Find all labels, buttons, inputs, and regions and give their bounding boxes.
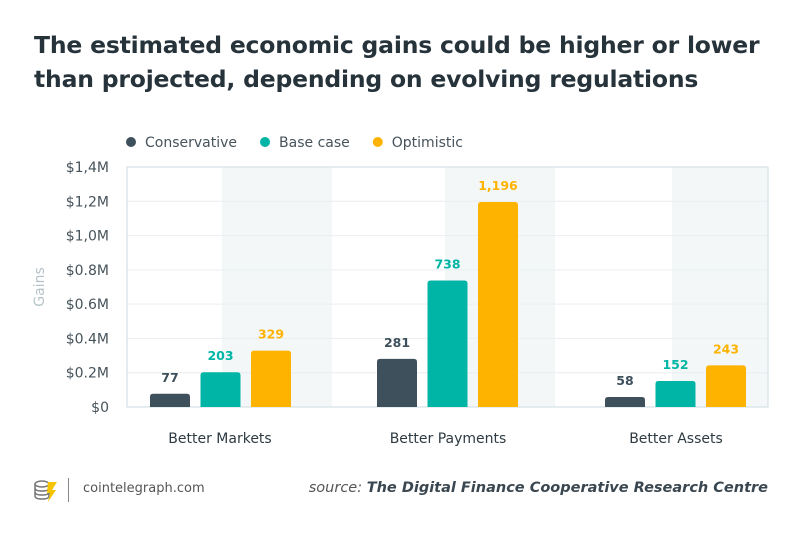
chart-title: The estimated economic gains could be hi… — [34, 31, 760, 93]
site-name: cointelegraph.com — [83, 481, 205, 496]
x-tick-label: Better Assets — [629, 431, 723, 447]
footer-divider — [68, 478, 69, 502]
y-axis-label: Gains — [32, 267, 48, 306]
source-note: source: The Digital Finance Cooperative … — [309, 480, 768, 496]
bar-base-case — [427, 280, 468, 407]
y-tick-label: $0.4M — [66, 331, 109, 347]
x-tick-label: Better Payments — [390, 431, 507, 447]
y-tick-label: $1,4M — [66, 160, 109, 176]
y-tick-label: $1,0M — [66, 229, 109, 245]
data-label: 203 — [207, 348, 233, 363]
y-tick-label: $1,2M — [66, 194, 109, 210]
bar-base-case — [200, 372, 241, 407]
bar-conservative — [150, 393, 190, 407]
data-label: 738 — [434, 256, 460, 271]
source-name: The Digital Finance Cooperative Research… — [366, 480, 768, 496]
legend-marker — [260, 137, 271, 147]
data-label: 77 — [161, 370, 178, 385]
x-tick-label: Better Markets — [168, 431, 271, 447]
bar-conservative — [605, 397, 645, 407]
y-tick-label: $0 — [91, 400, 109, 416]
data-label: 243 — [713, 341, 739, 356]
data-label: 152 — [662, 357, 688, 372]
source-prefix: source: — [308, 480, 363, 496]
legend-label: Base case — [279, 135, 350, 151]
data-label: 1,196 — [478, 178, 518, 193]
bar-conservative — [377, 358, 417, 407]
y-tick-label: $0.6M — [66, 297, 109, 313]
legend-marker — [126, 137, 136, 147]
data-label: 58 — [616, 373, 633, 388]
legend-label: Optimistic — [392, 135, 463, 151]
legend-marker — [372, 137, 383, 147]
data-label: 281 — [384, 335, 410, 350]
data-label: 329 — [258, 327, 284, 342]
y-tick-label: $0.2M — [66, 366, 109, 382]
bar-optimistic — [251, 350, 291, 407]
legend-label: Conservative — [145, 135, 237, 151]
bar-base-case — [655, 380, 696, 407]
bar-optimistic — [706, 365, 746, 407]
y-tick-label: $0.8M — [66, 263, 109, 279]
bar-optimistic — [478, 201, 518, 407]
